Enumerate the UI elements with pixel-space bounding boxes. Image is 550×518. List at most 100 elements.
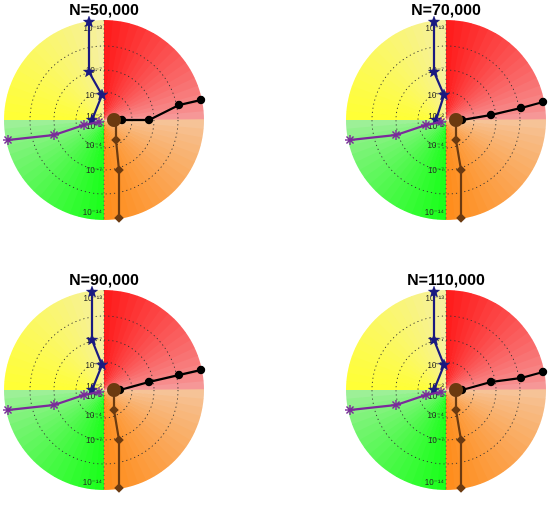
quadrant-wedge xyxy=(446,389,547,399)
data-point-diamond xyxy=(451,135,461,145)
quadrant-wedge xyxy=(39,38,104,120)
quadrant-wedge xyxy=(54,120,104,211)
quadrant-wedge xyxy=(446,62,533,120)
quadrant-wedge xyxy=(403,296,446,390)
quadrant-wedge xyxy=(446,33,504,120)
quadrant-wedge xyxy=(104,293,139,390)
quadrant-wedge xyxy=(446,55,528,120)
data-point-asterisk xyxy=(94,117,104,127)
data-point-diamond xyxy=(109,405,119,415)
quadrant-wedge xyxy=(104,48,181,120)
quadrant-wedge xyxy=(104,307,169,390)
chart-title: N=110,000 xyxy=(407,272,485,289)
quadrant-wedge xyxy=(104,120,203,146)
quadrant-wedge xyxy=(104,62,191,120)
quadrant-wedge xyxy=(104,332,191,390)
series-line xyxy=(122,98,202,122)
series-down xyxy=(451,115,466,223)
quadrant-wedge xyxy=(446,347,540,390)
data-point-diamond xyxy=(114,435,124,445)
data-point-star xyxy=(427,15,441,28)
chart-title: N=90,000 xyxy=(69,272,139,289)
quadrant-wedge xyxy=(347,364,446,390)
quadrant-wedge xyxy=(104,318,181,390)
quadrant-wedge xyxy=(21,55,104,120)
quadrant-wedge xyxy=(104,390,187,455)
quadrant-wedge xyxy=(17,120,104,178)
quadrant-wedge xyxy=(437,390,447,491)
quadrant-wedge xyxy=(7,85,104,120)
quadrant-wedge xyxy=(61,390,104,485)
quadrant-wedge xyxy=(368,49,446,120)
chart-title: N=50,000 xyxy=(69,2,139,19)
quadrant-wedge xyxy=(104,390,155,481)
center-hub xyxy=(107,383,121,397)
data-point-diamond xyxy=(114,165,124,175)
quadrant-wedge xyxy=(26,49,105,120)
quadrant-wedge xyxy=(104,120,176,197)
data-point-asterisk xyxy=(79,120,89,130)
data-point-diamond xyxy=(456,165,466,175)
quadrant-wedge xyxy=(446,290,464,390)
data-point-circle xyxy=(174,100,184,110)
quadrant-wedge xyxy=(33,120,104,198)
quadrant-wedge xyxy=(54,390,104,481)
series-right xyxy=(115,365,206,395)
series-line xyxy=(454,120,463,218)
quadrant-wedge xyxy=(363,55,446,120)
quadrant-wedge xyxy=(104,120,195,170)
quadrant-wedge xyxy=(446,20,464,120)
quadrant-wedge xyxy=(32,313,104,390)
quadrant-wedge xyxy=(22,390,104,455)
quadrant-wedge xyxy=(446,120,543,155)
quadrant-wedge xyxy=(13,120,104,171)
quadrant-wedge xyxy=(104,390,203,416)
quadrant-wedge xyxy=(352,120,446,163)
quadrant-wedge xyxy=(381,38,446,120)
quadrant-wedge xyxy=(446,85,543,120)
series-line xyxy=(461,100,544,122)
quadrant-wedge xyxy=(104,390,169,472)
quadrant-wedge xyxy=(27,120,104,192)
quadrant-wedge xyxy=(351,347,446,390)
quadrant-wedge xyxy=(104,42,175,121)
quadrant-wedge xyxy=(446,21,472,120)
quadrant-wedge xyxy=(446,303,504,390)
quadrant-wedge xyxy=(104,347,198,390)
quadrant-wedge xyxy=(446,120,511,202)
quadrant-wedge xyxy=(446,120,518,197)
quadrant-wedge xyxy=(5,94,104,120)
quadrant-wedge xyxy=(446,390,546,408)
quadrant-wedge xyxy=(446,318,523,390)
quadrant-wedge xyxy=(446,120,524,191)
data-point-diamond xyxy=(456,435,466,445)
quadrant-wedge xyxy=(9,77,104,120)
quadrant-wedge xyxy=(446,325,528,390)
quadrant-wedge xyxy=(104,390,195,440)
quadrant-wedge xyxy=(437,120,447,221)
chart-panel: N=70,000 10⁻¹³10⁻⁷10⁻⁴10⁻²10⁻²10⁻⁴10⁻⁷10… xyxy=(345,0,550,248)
series-up xyxy=(82,15,109,126)
quadrant-wedge xyxy=(104,390,182,461)
grid-circle xyxy=(417,91,475,149)
quadrant-wedge xyxy=(363,325,446,390)
tick-label: 10⁻² xyxy=(428,392,444,401)
tick-label: 10⁻⁴ xyxy=(427,91,444,100)
quadrant-wedge xyxy=(78,120,104,219)
data-point-circle xyxy=(174,370,184,380)
data-point-circle xyxy=(486,377,496,387)
quadrant-wedge xyxy=(61,26,104,121)
quadrant-wedge xyxy=(104,303,162,390)
data-point-star xyxy=(427,285,441,298)
tick-label: 10⁻² xyxy=(428,122,444,131)
data-point-diamond xyxy=(456,483,466,493)
quadrant-wedge xyxy=(388,303,446,390)
quadrant-wedge xyxy=(446,29,496,120)
quadrant-wedge xyxy=(104,21,130,120)
quadrant-wedge xyxy=(446,390,524,461)
data-point-asterisk xyxy=(436,387,446,397)
quadrant-wedge xyxy=(53,299,104,390)
